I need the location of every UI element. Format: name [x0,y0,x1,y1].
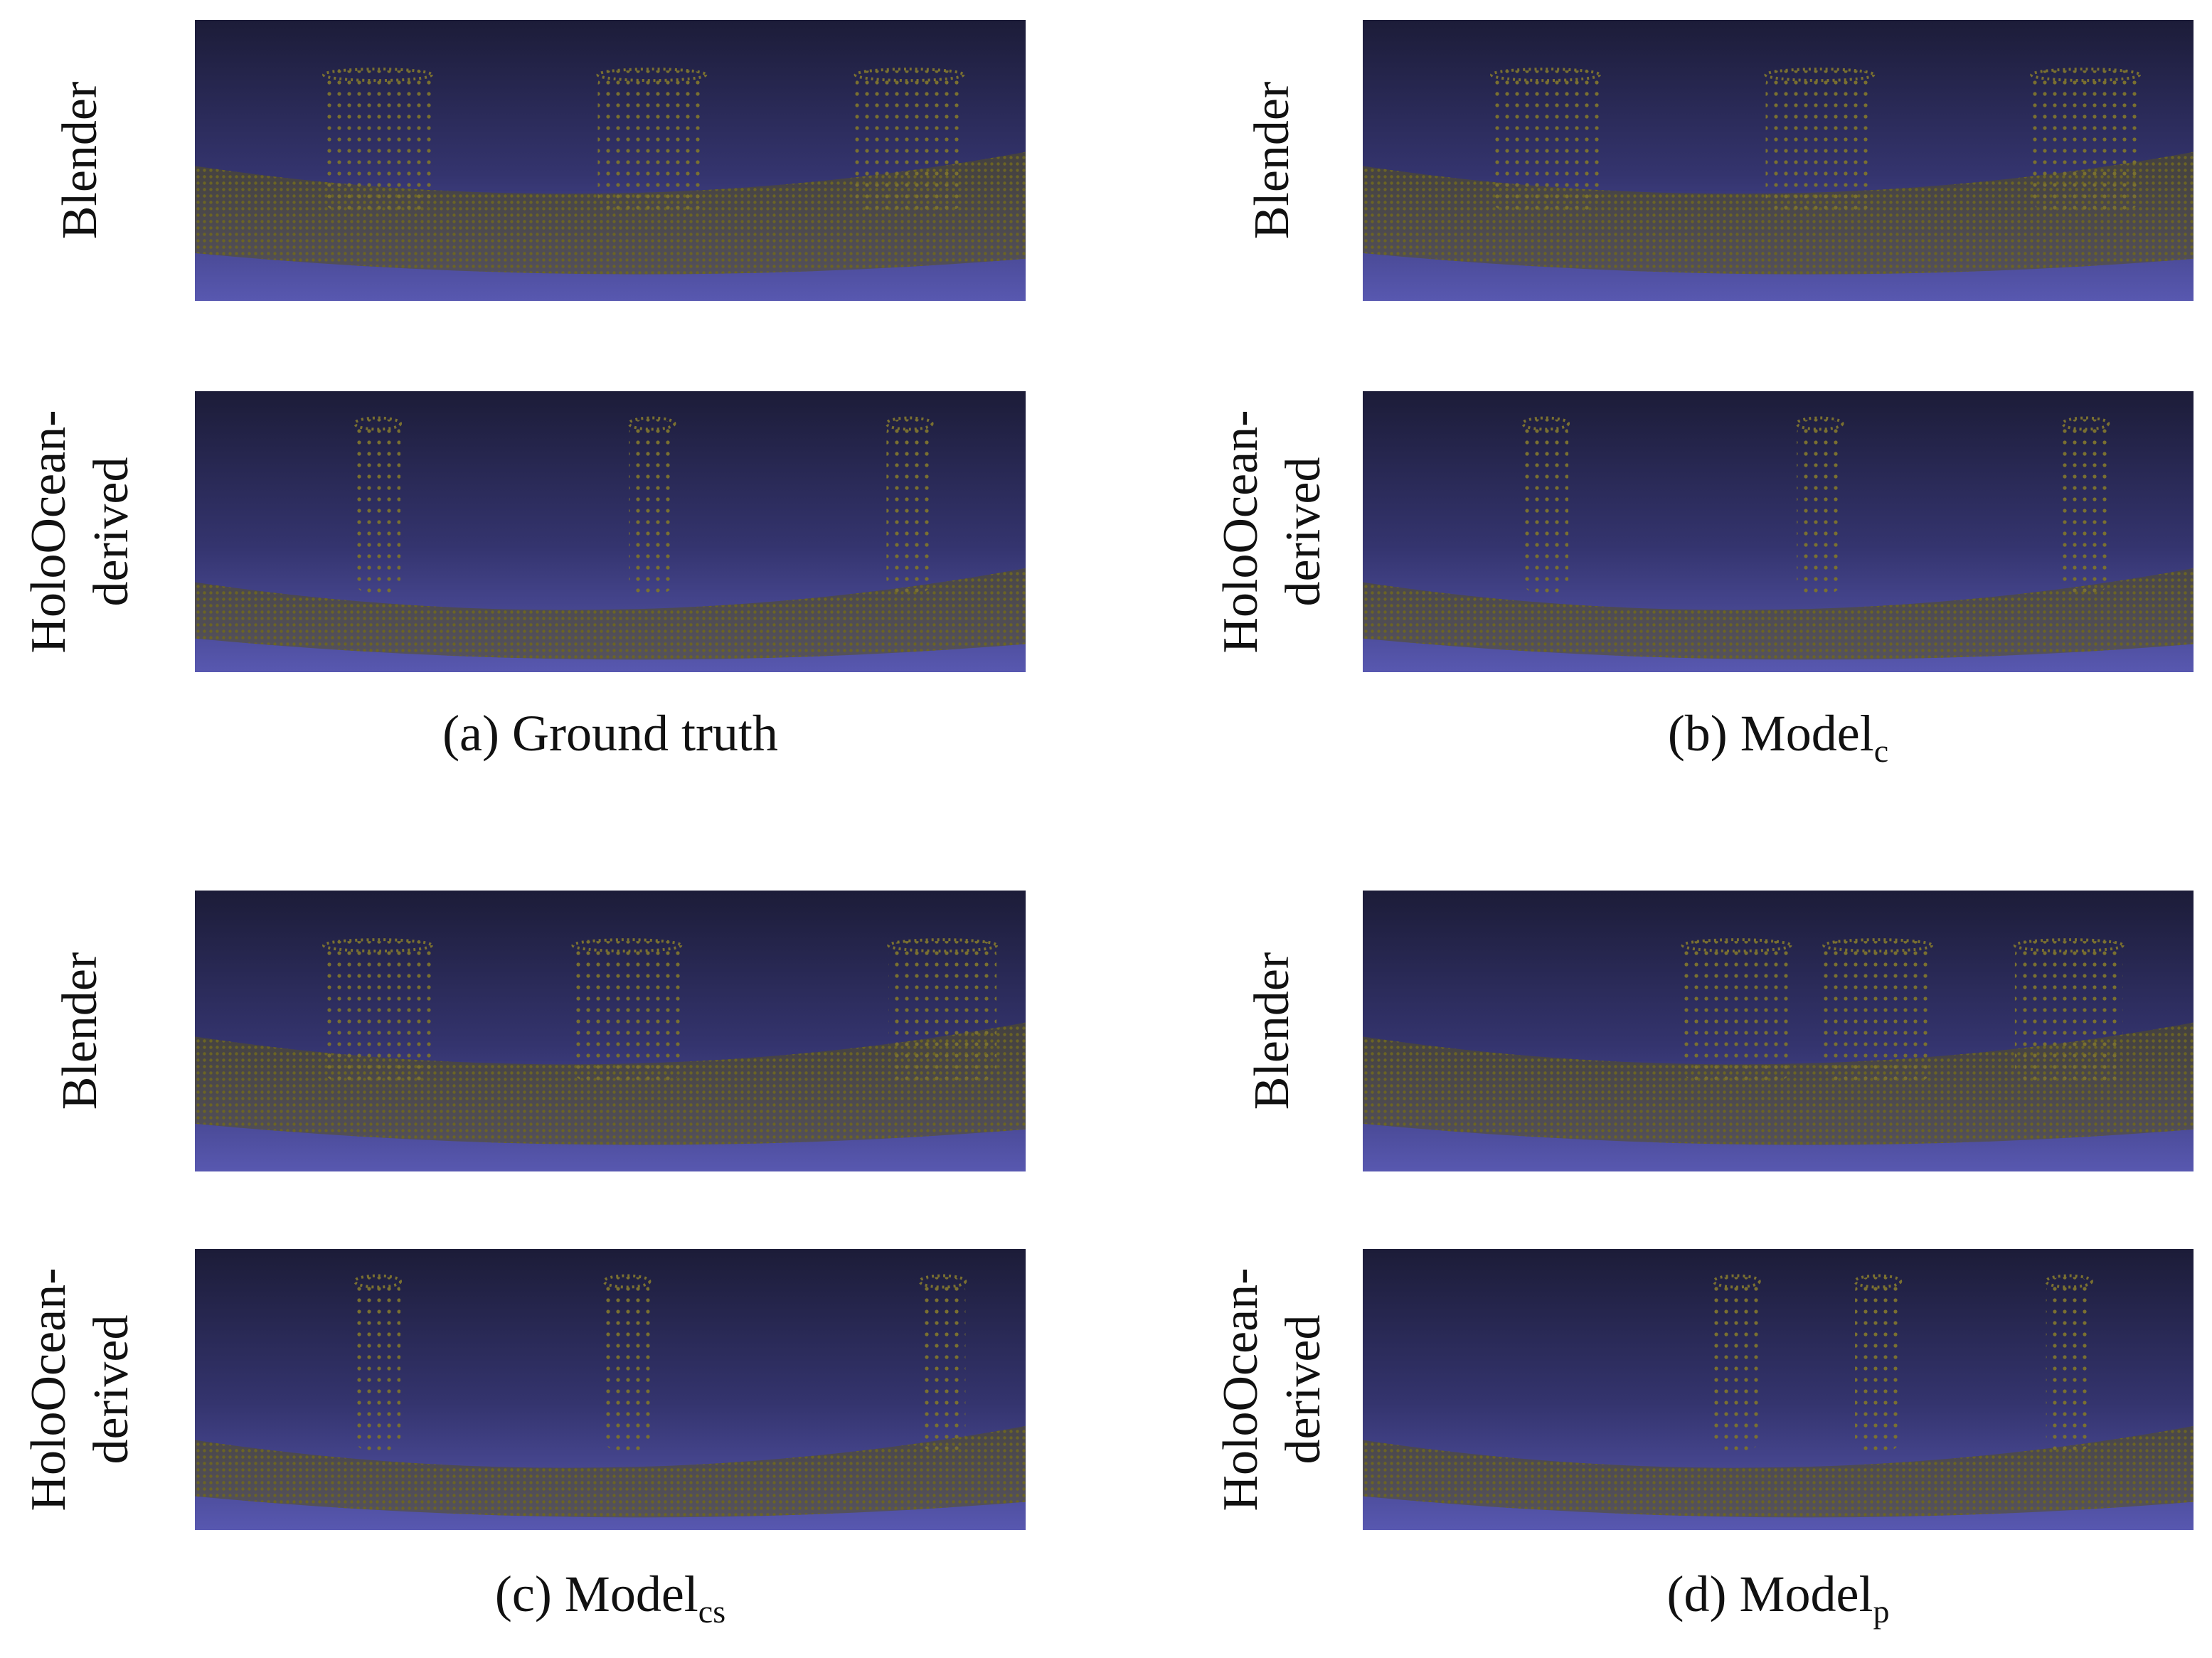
point-cloud-image [1363,20,2194,301]
object-points [886,419,932,594]
floor-points [1363,1425,2194,1518]
object-points [1491,70,1600,211]
object-points [2063,419,2109,594]
object-points [629,419,675,594]
panel-caption: (c) Modelcs [495,1566,725,1630]
floor-points [1363,1022,2194,1145]
row-label: HoloOcean- [1213,410,1268,653]
object-top [1795,416,1844,431]
object-top [627,416,676,431]
panel-caption: (d) Modelp [1667,1566,1890,1630]
caption-text: (b) Model [1668,705,1874,762]
row-label: Blender [53,952,107,1110]
row-label: derived [1276,1315,1331,1465]
row-label: HoloOcean- [21,1268,76,1511]
object-top [353,416,403,431]
object-top [2044,1274,2093,1289]
object-points [2046,1277,2092,1452]
point-cloud-image [195,391,1026,672]
object-points [1765,70,1874,211]
object-points [604,1277,650,1452]
caption-text: (d) Model [1667,1566,1873,1622]
object-top [2061,416,2110,431]
object-points [354,419,401,594]
floor-points [1363,568,2194,660]
point-cloud-image [195,891,1026,1171]
object-top [602,1274,652,1289]
object-top [1490,68,1601,83]
object-points [2031,70,2140,211]
object-points [1713,1277,1760,1452]
object-points [920,1277,966,1452]
object-points [324,941,432,1082]
point-cloud-image [1363,891,2194,1171]
object-top [918,1274,967,1289]
panel-caption: (a) Ground truth [442,705,778,762]
object-points [1855,1277,1901,1452]
object-points [888,941,997,1082]
row-label: Blender [53,82,107,240]
object-points [855,70,964,211]
object-top [854,68,965,83]
object-top [1764,68,1876,83]
panel-caption: (b) Modelc [1668,705,1888,769]
row-label: derived [84,1315,139,1465]
row-label: derived [1276,457,1331,607]
object-top [571,938,683,953]
row-label: HoloOcean- [21,410,76,653]
row-label: Blender [1245,952,1299,1110]
object-points [1522,419,1569,594]
row-label: derived [84,457,139,607]
object-points [1824,941,1932,1082]
object-top [322,68,433,83]
object-points [354,1277,401,1452]
object-top [353,1274,403,1289]
floor-points [195,152,1026,275]
point-cloud-image [1363,1249,2194,1530]
object-top [885,416,934,431]
object-top [1712,1274,1761,1289]
floor-points [1363,152,2194,275]
object-points [1682,941,1791,1082]
object-points [597,70,706,211]
object-top [596,68,708,83]
floor-points [195,1425,1026,1518]
object-top [2030,68,2142,83]
caption-subscript: p [1873,1593,1889,1630]
floor-points [195,568,1026,660]
caption-subscript: c [1874,733,1888,769]
caption-subscript: cs [698,1593,725,1630]
point-cloud-image [195,1249,1026,1530]
object-top [1854,1274,1903,1289]
object-points [573,941,681,1082]
row-label: Blender [1245,82,1299,240]
object-points [1797,419,1843,594]
row-label: HoloOcean- [1213,1268,1268,1511]
object-points [324,70,432,211]
object-points [2014,941,2123,1082]
point-cloud-image [1363,391,2194,672]
caption-text: (c) Model [495,1566,698,1622]
object-top [1521,416,1570,431]
floor-points [195,1022,1026,1145]
point-cloud-image [195,20,1026,301]
caption-text: (a) Ground truth [442,705,778,762]
